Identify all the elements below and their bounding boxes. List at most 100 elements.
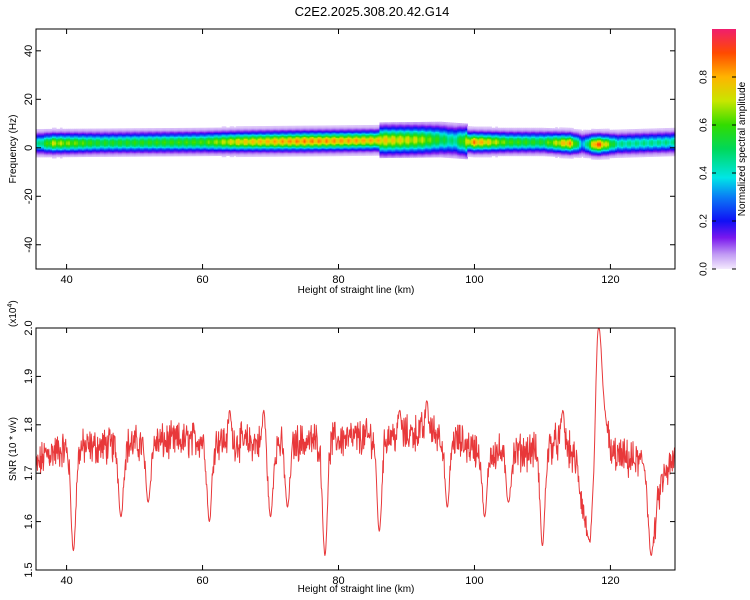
heatmap-cell: [83, 148, 87, 150]
heatmap-cell: [381, 138, 385, 140]
heatmap-cell: [149, 143, 153, 146]
heatmap-cell: [201, 149, 205, 152]
heatmap-cell: [423, 126, 426, 129]
heatmap-cell: [113, 138, 117, 140]
heatmap-cell: [221, 147, 225, 149]
heatmap-cell: [169, 147, 173, 150]
heatmap-cell: [175, 149, 179, 152]
heatmap-cell: [283, 128, 287, 130]
heatmap-cell: [425, 136, 428, 139]
heatmap-cell: [287, 134, 291, 136]
heatmap-cell: [409, 131, 413, 134]
heatmap-cell: [185, 147, 189, 150]
heatmap-cell: [407, 143, 411, 146]
heatmap-cell: [411, 137, 415, 140]
heatmap-cell: [383, 122, 387, 125]
heatmap-cell: [395, 123, 399, 126]
heatmap-cell: [103, 147, 107, 150]
heatmap-cell: [263, 130, 267, 133]
heatmap-cell: [113, 132, 117, 134]
heatmap-cell: [45, 148, 49, 151]
heatmap-cell: [237, 146, 241, 149]
heatmap-cell: [363, 134, 367, 137]
heatmap-cell: [183, 152, 187, 154]
heatmap-cell: [131, 140, 135, 143]
heatmap-cell: [411, 134, 415, 136]
heatmap-cell: [123, 148, 127, 151]
heatmap-cell: [361, 127, 365, 130]
heatmap-cell: [345, 133, 349, 136]
heatmap-cell: [135, 131, 139, 134]
heatmap-cell: [343, 150, 347, 153]
heatmap-cell: [425, 130, 428, 133]
heatmap-cell: [141, 143, 145, 146]
heatmap-cell: [71, 131, 75, 133]
heatmap-cell: [385, 146, 389, 149]
heatmap-cell: [307, 141, 311, 144]
heatmap-cell: [331, 146, 335, 148]
heatmap-cell: [185, 152, 189, 154]
heatmap-cell: [147, 143, 151, 146]
heatmap-cell: [411, 153, 415, 156]
heatmap-cell: [91, 143, 95, 145]
heatmap-cell: [165, 145, 169, 147]
heatmap-cell: [389, 153, 393, 156]
heatmap-cell: [45, 135, 49, 137]
heatmap-cell: [413, 137, 417, 140]
heatmap-cell: [143, 150, 147, 152]
heatmap-cell: [417, 146, 420, 148]
heatmap-cell: [279, 147, 283, 150]
heatmap-cell: [201, 136, 205, 138]
heatmap-cell: [365, 128, 369, 131]
heatmap-cell: [299, 141, 303, 144]
heatmap-cell: [211, 154, 215, 157]
heatmap-cell: [65, 143, 69, 146]
heatmap-cell: [213, 145, 217, 148]
heatmap-cell: [47, 141, 51, 143]
heatmap-cell: [171, 130, 175, 133]
heatmap-cell: [359, 134, 363, 137]
heatmap-cell: [245, 141, 249, 144]
heatmap-cell: [65, 153, 69, 155]
heatmap-cell: [111, 149, 115, 151]
heatmap-cell: [235, 143, 239, 145]
heatmap-cell: [283, 147, 287, 150]
heatmap-cell: [167, 149, 171, 152]
heatmap-cell: [399, 122, 403, 124]
heatmap-cell: [149, 148, 153, 151]
heatmap-cell: [147, 129, 151, 132]
heatmap-cell: [183, 132, 187, 135]
heatmap-cell: [373, 151, 377, 154]
heatmap-cell: [385, 132, 389, 134]
heatmap-cell: [381, 149, 385, 151]
heatmap-cell: [169, 153, 173, 156]
heatmap-cell: [205, 153, 209, 155]
heatmap-cell: [275, 146, 279, 149]
heatmap-cell: [245, 143, 249, 145]
heatmap-cell: [299, 142, 303, 145]
heatmap-cell: [105, 132, 109, 134]
heatmap-cell: [205, 143, 209, 146]
heatmap-cell: [283, 129, 287, 132]
heatmap-cell: [289, 153, 293, 156]
heatmap-cell: [345, 132, 349, 135]
heatmap-cell: [239, 152, 243, 155]
heatmap-cell: [351, 134, 355, 137]
heatmap-cell: [387, 144, 391, 146]
heatmap-cell: [437, 136, 440, 139]
heatmap-cell: [313, 153, 317, 156]
heatmap-cell: [271, 132, 275, 134]
heatmap-cell: [321, 136, 325, 139]
heatmap-cell: [209, 150, 213, 153]
heatmap-cell: [425, 152, 428, 154]
heatmap-cell: [331, 136, 335, 139]
heatmap-cell: [319, 135, 323, 137]
heatmap-cell: [57, 150, 61, 153]
heatmap-cell: [391, 144, 395, 146]
heatmap-cell: [287, 131, 291, 134]
heatmap-cell: [295, 140, 299, 142]
heatmap-cell: [121, 139, 125, 141]
heatmap-cell: [267, 142, 271, 145]
heatmap-cell: [381, 122, 385, 125]
heatmap-cell: [131, 146, 135, 149]
